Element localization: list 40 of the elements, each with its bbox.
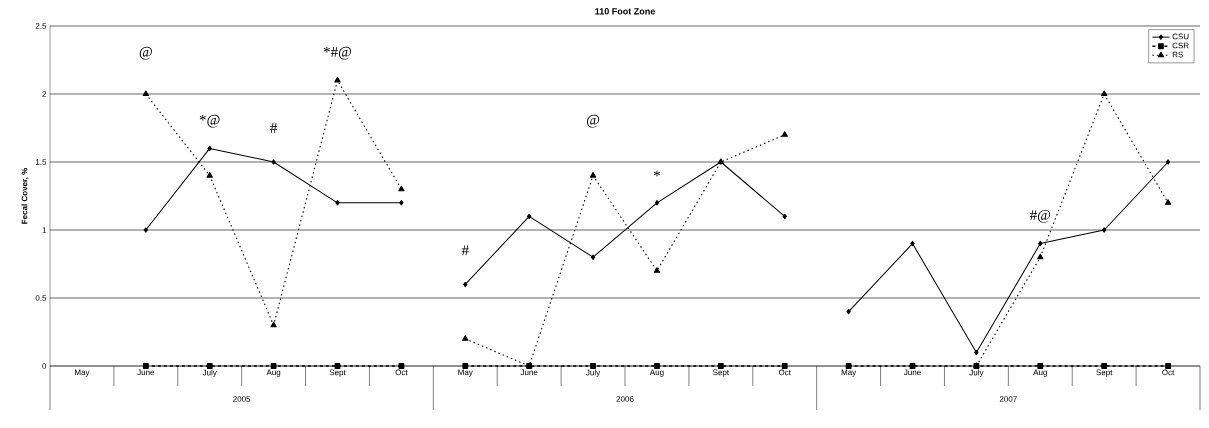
x-tick-label: May — [841, 369, 857, 377]
annotation: *@ — [199, 114, 220, 128]
x-tick-label: Oct — [1162, 369, 1175, 376]
text: 2006 — [616, 396, 634, 402]
annotation: @ — [139, 46, 152, 60]
x-tick-label: May — [458, 369, 473, 377]
x-tick-label: July — [202, 369, 217, 377]
y-tick-label: 1 — [42, 227, 47, 233]
legend-label: RS — [1172, 51, 1183, 58]
y-tick-label: 2 — [42, 91, 47, 97]
y-axis-title: Fecal Cover, % — [21, 167, 29, 224]
y-tick-label: 1.5 — [35, 159, 47, 165]
x-tick-label: July — [586, 369, 601, 377]
y-tick-label: 2.5 — [35, 23, 47, 29]
x-tick-label: June — [137, 369, 155, 376]
x-tick-label: Sept — [329, 369, 346, 377]
x-tick-label: Aug — [1033, 369, 1047, 377]
y-tick-label: 0 — [42, 363, 47, 369]
x-tick-label: Oct — [778, 369, 791, 376]
legend-label: CSU — [1172, 33, 1189, 40]
x-tick-label: Aug — [266, 369, 281, 377]
annotation: * — [653, 170, 660, 177]
x-tick-label: July — [969, 369, 984, 377]
legend-label: CSR — [1172, 42, 1189, 49]
annotation: # — [461, 245, 469, 256]
x-tick-label: Oct — [395, 369, 408, 376]
x-tick-label: June — [520, 369, 538, 376]
text: 2005 — [233, 396, 251, 402]
x-tick-label: Sept — [712, 369, 730, 377]
text: 2007 — [999, 396, 1017, 402]
annotation: #@ — [1029, 209, 1051, 223]
y-tick-label: 0.5 — [35, 295, 47, 301]
annotation: @ — [586, 114, 600, 128]
chart-title: 110 Foot Zone — [595, 8, 655, 15]
annotation: # — [270, 123, 278, 133]
x-tick-label: May — [75, 369, 90, 377]
x-tick-label: Aug — [649, 369, 664, 377]
annotation: *#@ — [323, 46, 352, 60]
x-tick-label: June — [903, 369, 921, 376]
x-tick-label: Sept — [1096, 369, 1113, 377]
